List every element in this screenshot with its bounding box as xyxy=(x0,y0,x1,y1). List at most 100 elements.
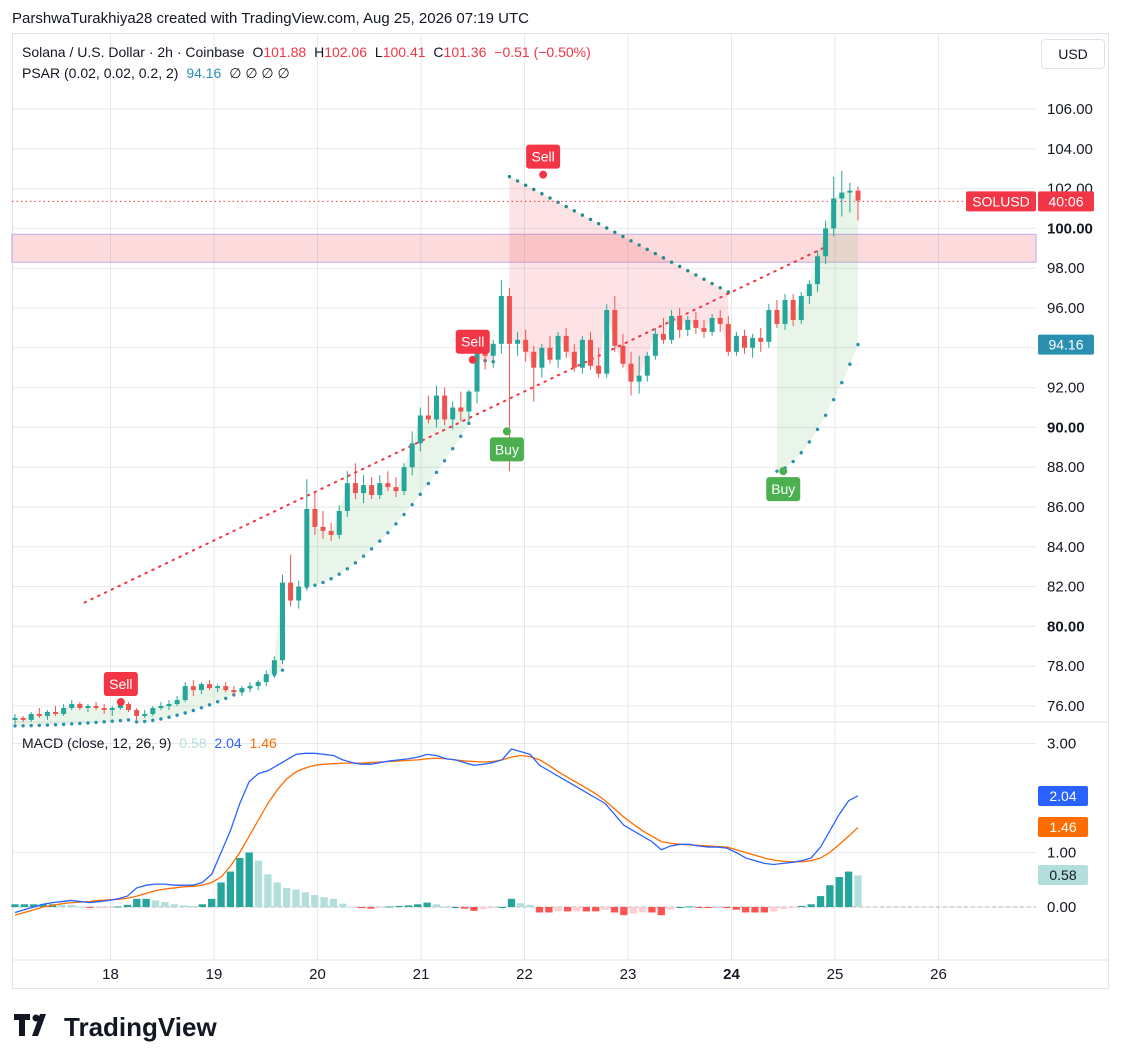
candle xyxy=(612,296,618,352)
candle-body xyxy=(361,485,367,494)
psar-dot xyxy=(126,718,131,722)
macd-hist-bar xyxy=(105,907,113,908)
candle xyxy=(166,700,172,710)
macd-hist-bar xyxy=(798,905,806,907)
macd-hist-bar xyxy=(123,904,132,907)
macd-hist-bar xyxy=(638,907,647,913)
candle-body xyxy=(636,375,642,382)
time-tick-label: 26 xyxy=(930,966,947,983)
candle xyxy=(434,385,439,428)
macd-label[interactable]: MACD (close, 12, 26, 9) xyxy=(22,735,172,751)
macd-hist-bar xyxy=(58,904,66,907)
candle-body xyxy=(247,686,253,689)
candle xyxy=(361,475,367,504)
macd-hist-bar xyxy=(367,907,375,909)
candle xyxy=(288,554,294,607)
macd-hist-bar xyxy=(451,907,459,908)
psar-dot xyxy=(621,234,625,239)
price-tick-label: 86.00 xyxy=(1047,499,1085,516)
psar-dot xyxy=(410,502,414,507)
candle-body xyxy=(474,351,480,392)
psar-dot xyxy=(21,724,25,728)
candle-body xyxy=(806,284,812,297)
candle xyxy=(328,522,334,541)
candle xyxy=(36,707,42,718)
price-tick-label: 96.00 xyxy=(1047,300,1085,317)
candle xyxy=(523,329,529,362)
tradingview-logo[interactable]: TradingView xyxy=(14,1012,217,1043)
macd-hist-bar xyxy=(788,907,797,908)
candle xyxy=(628,351,634,396)
psar-dot xyxy=(53,723,58,727)
psar-dot xyxy=(207,703,212,707)
macd-hist-bar xyxy=(217,882,225,907)
psar-dot xyxy=(175,713,179,717)
candle xyxy=(190,680,196,697)
macd-hist-bar xyxy=(695,907,703,908)
high-label: H xyxy=(314,44,325,60)
time-tick-label: 25 xyxy=(827,966,844,983)
candle-body xyxy=(701,327,707,332)
macd-hist-bar xyxy=(610,907,619,913)
psar-dot xyxy=(167,715,171,719)
psar-fill xyxy=(477,343,494,362)
psar-dot xyxy=(669,260,674,264)
psar-dot xyxy=(402,512,406,517)
psar-label[interactable]: PSAR (0.02, 0.02, 0.2, 2) xyxy=(22,65,179,81)
macd-hist-bar xyxy=(741,907,750,913)
chart-frame xyxy=(12,33,1109,989)
candle-body xyxy=(288,582,294,601)
macd-hist-bar xyxy=(779,907,787,910)
time-tick-label: 23 xyxy=(620,966,637,983)
psar-dot xyxy=(718,286,722,290)
candle-body xyxy=(385,483,391,488)
candle xyxy=(709,313,715,336)
candle-body xyxy=(425,415,431,420)
candle-body xyxy=(417,415,423,444)
candle-body xyxy=(125,704,131,710)
macd-hist-bar xyxy=(751,907,759,913)
candle xyxy=(693,311,699,334)
candle xyxy=(596,347,602,378)
currency-button[interactable]: USD xyxy=(1041,39,1105,69)
psar-dot xyxy=(110,719,114,723)
symbol-title[interactable]: Solana / U.S. Dollar · 2h · Coinbase xyxy=(22,44,245,60)
candle-body xyxy=(644,355,650,376)
candle xyxy=(652,327,658,360)
candle-body xyxy=(515,339,521,344)
macd-hist-bar xyxy=(39,904,47,907)
symbol-legend: Solana / U.S. Dollar · 2h · Coinbase O10… xyxy=(22,44,595,60)
macd-value-tag-text: 1.46 xyxy=(1049,819,1076,835)
candle-body xyxy=(182,686,188,701)
price-tick-label: 92.00 xyxy=(1047,380,1085,397)
candle xyxy=(53,706,59,716)
candle xyxy=(774,300,780,328)
candle xyxy=(531,345,537,402)
psar-dot xyxy=(329,577,333,581)
candle-body xyxy=(442,395,448,420)
psar-dot xyxy=(459,434,463,438)
candle-body xyxy=(190,686,196,691)
macd-hist-bar xyxy=(648,907,656,913)
macd-hist-bar xyxy=(573,907,581,912)
candle xyxy=(474,345,480,404)
candle xyxy=(814,250,820,293)
macd-hist-bar xyxy=(301,892,310,907)
macd-hist-bar xyxy=(198,904,206,907)
candle-body xyxy=(158,706,164,708)
macd-hist-bar xyxy=(282,887,291,907)
macd-hist-bar xyxy=(142,898,150,907)
psar-fill xyxy=(136,582,283,722)
candle xyxy=(304,479,310,591)
price-tick-label: 78.00 xyxy=(1047,658,1085,675)
psar-dot xyxy=(507,174,512,179)
psar-dot xyxy=(645,247,649,252)
candle xyxy=(182,682,188,703)
time-tick-label: 19 xyxy=(206,966,223,983)
candle xyxy=(831,176,837,237)
psar-dot xyxy=(37,723,42,728)
psar-dot xyxy=(856,342,860,347)
candle-body xyxy=(579,339,585,368)
candle-body xyxy=(174,700,180,705)
